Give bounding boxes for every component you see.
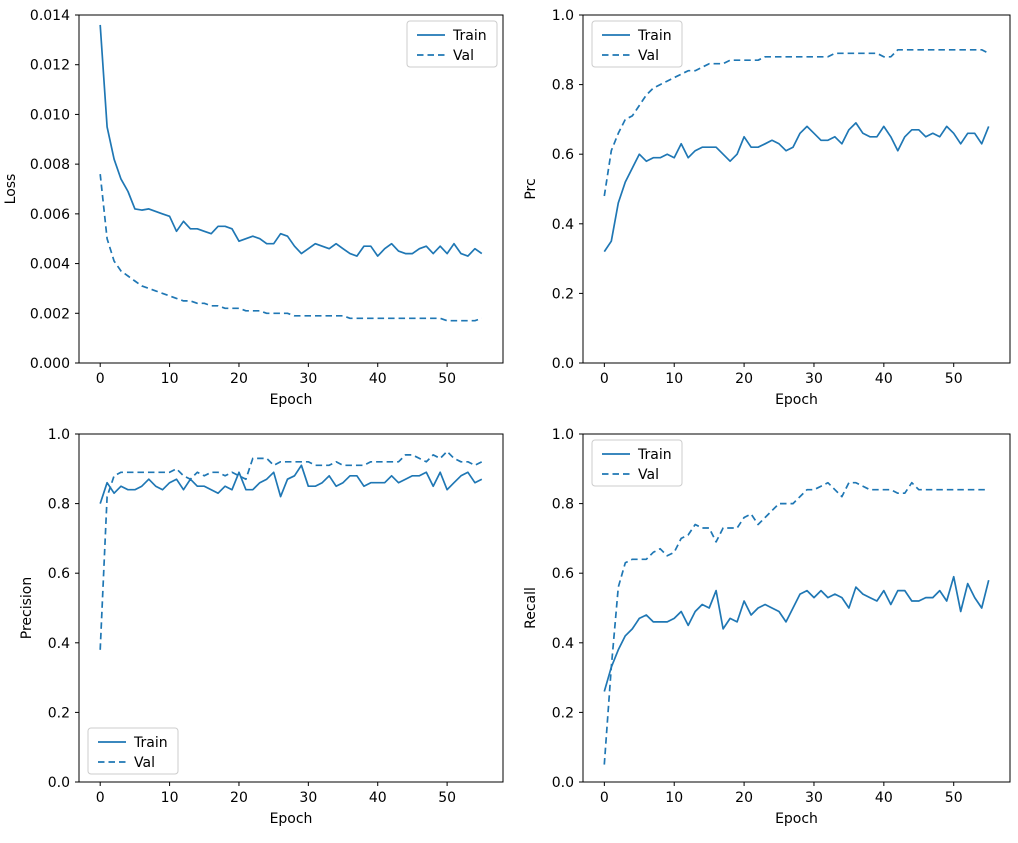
y-tick-label: 0.0: [552, 775, 574, 791]
axes: 0 10 20 30 40 50 0.000 0.002 0.004 0.006 0.008 0.01…: [30, 8, 456, 387]
y-axis-label: Loss: [3, 174, 19, 205]
axes: 0 10 20 30 40 50 0.0 0.2 0.4 0.6 0.8 1.0: [48, 427, 456, 806]
x-tick-label: 0: [600, 371, 609, 387]
legend-val-label: Val: [638, 48, 659, 64]
y-tick-label: 0.6: [48, 566, 70, 582]
x-tick-label: 40: [369, 371, 387, 387]
x-axis-label: Epoch: [775, 811, 818, 827]
x-tick-label: 40: [369, 790, 387, 806]
y-axis-label: Precision: [19, 577, 35, 639]
train-line: [603, 575, 990, 692]
y-tick-label: 0.8: [552, 497, 574, 513]
y-tick-label: 0.2: [552, 705, 574, 721]
train-line: [99, 24, 483, 257]
y-tick-label: 0.008: [30, 157, 70, 173]
recall-plot-svg: 0 10 20 30 40 50 0.0 0.2 0.4 0.6 0.8 1.0 Epoch Recall…: [523, 427, 1011, 827]
val-line: [603, 48, 990, 197]
x-tick-label: 50: [945, 790, 963, 806]
legend: Train Val: [406, 20, 498, 68]
y-tick-label: 0.000: [30, 356, 70, 372]
x-tick-label: 10: [665, 790, 683, 806]
y-tick-label: 0.002: [30, 306, 70, 322]
axes: 0 10 20 30 40 50 0.0 0.2 0.4 0.6 0.8 1.0: [552, 427, 963, 806]
legend: Train Val: [591, 20, 683, 68]
train-line: [603, 122, 990, 253]
x-tick-label: 30: [805, 790, 823, 806]
plot-frame: [78, 14, 504, 364]
loss-chart: 0 10 20 30 40 50 0.000 0.002 0.004 0.006 0.008 0.01…: [0, 0, 509, 419]
y-tick-label: 0.4: [552, 217, 574, 233]
y-tick-label: 0.2: [552, 286, 574, 302]
x-tick-label: 0: [600, 790, 609, 806]
x-tick-label: 20: [230, 790, 248, 806]
x-tick-label: 20: [735, 790, 753, 806]
x-tick-label: 10: [161, 371, 179, 387]
legend-val-label: Val: [453, 48, 474, 64]
x-tick-label: 0: [96, 790, 105, 806]
x-tick-label: 30: [805, 371, 823, 387]
y-tick-label: 0.8: [552, 78, 574, 94]
x-tick-label: 40: [875, 790, 893, 806]
y-tick-label: 0.6: [552, 147, 574, 163]
x-tick-label: 10: [161, 790, 179, 806]
y-tick-label: 1.0: [552, 8, 574, 24]
x-tick-label: 0: [96, 371, 105, 387]
y-tick-label: 0.014: [30, 8, 70, 24]
plot-frame: [582, 14, 1011, 364]
y-tick-label: 0.2: [48, 705, 70, 721]
y-tick-label: 0.0: [48, 775, 70, 791]
y-tick-label: 0.4: [48, 636, 70, 652]
x-axis-label: Epoch: [270, 811, 313, 827]
y-tick-label: 1.0: [48, 427, 70, 443]
axes: 0 10 20 30 40 50 0.0 0.2 0.4 0.6 0.8 1.0: [552, 8, 963, 387]
y-tick-label: 0.012: [30, 58, 70, 74]
y-axis-label: Prc: [523, 178, 539, 199]
x-tick-label: 20: [735, 371, 753, 387]
precision-chart: 0 10 20 30 40 50 0.0 0.2 0.4 0.6 0.8 1.0 Epoch Precis…: [0, 419, 509, 838]
x-axis-label: Epoch: [775, 392, 818, 408]
prc-chart: 0 10 20 30 40 50 0.0 0.2 0.4 0.6 0.8 1.0 Epoch Prc Tra…: [509, 0, 1018, 419]
legend-train-label: Train: [133, 735, 168, 751]
x-tick-label: 50: [438, 371, 456, 387]
x-tick-label: 40: [875, 371, 893, 387]
legend-train-label: Train: [452, 28, 487, 44]
train-line: [99, 464, 483, 504]
legend: Train Val: [591, 439, 683, 487]
precision-plot-svg: 0 10 20 30 40 50 0.0 0.2 0.4 0.6 0.8 1.0 Epoch Precis…: [19, 427, 504, 827]
x-tick-label: 50: [438, 790, 456, 806]
x-axis-label: Epoch: [270, 392, 313, 408]
val-line: [99, 450, 483, 650]
loss-plot-svg: 0 10 20 30 40 50 0.000 0.002 0.004 0.006 0.008 0.01…: [3, 8, 504, 408]
plot-frame: [582, 433, 1011, 783]
x-tick-label: 30: [299, 371, 317, 387]
y-axis-label: Recall: [523, 587, 539, 629]
x-tick-label: 20: [230, 371, 248, 387]
plot-frame: [78, 433, 504, 783]
y-tick-label: 0.0: [552, 356, 574, 372]
val-line: [99, 174, 483, 322]
y-tick-label: 1.0: [552, 427, 574, 443]
y-tick-label: 0.4: [552, 636, 574, 652]
legend: Train Val: [87, 727, 179, 775]
legend-train-label: Train: [637, 28, 672, 44]
legend-train-label: Train: [637, 447, 672, 463]
y-tick-label: 0.8: [48, 497, 70, 513]
x-tick-label: 50: [945, 371, 963, 387]
y-tick-label: 0.6: [552, 566, 574, 582]
x-tick-label: 10: [665, 371, 683, 387]
prc-plot-svg: 0 10 20 30 40 50 0.0 0.2 0.4 0.6 0.8 1.0 Epoch Prc Tra…: [523, 8, 1011, 408]
y-tick-label: 0.010: [30, 107, 70, 123]
recall-chart: 0 10 20 30 40 50 0.0 0.2 0.4 0.6 0.8 1.0 Epoch Recall…: [509, 419, 1018, 838]
val-line: [603, 481, 989, 765]
legend-val-label: Val: [638, 467, 659, 483]
y-tick-label: 0.004: [30, 257, 70, 273]
legend-val-label: Val: [134, 755, 155, 771]
y-tick-label: 0.006: [30, 207, 70, 223]
x-tick-label: 30: [299, 790, 317, 806]
